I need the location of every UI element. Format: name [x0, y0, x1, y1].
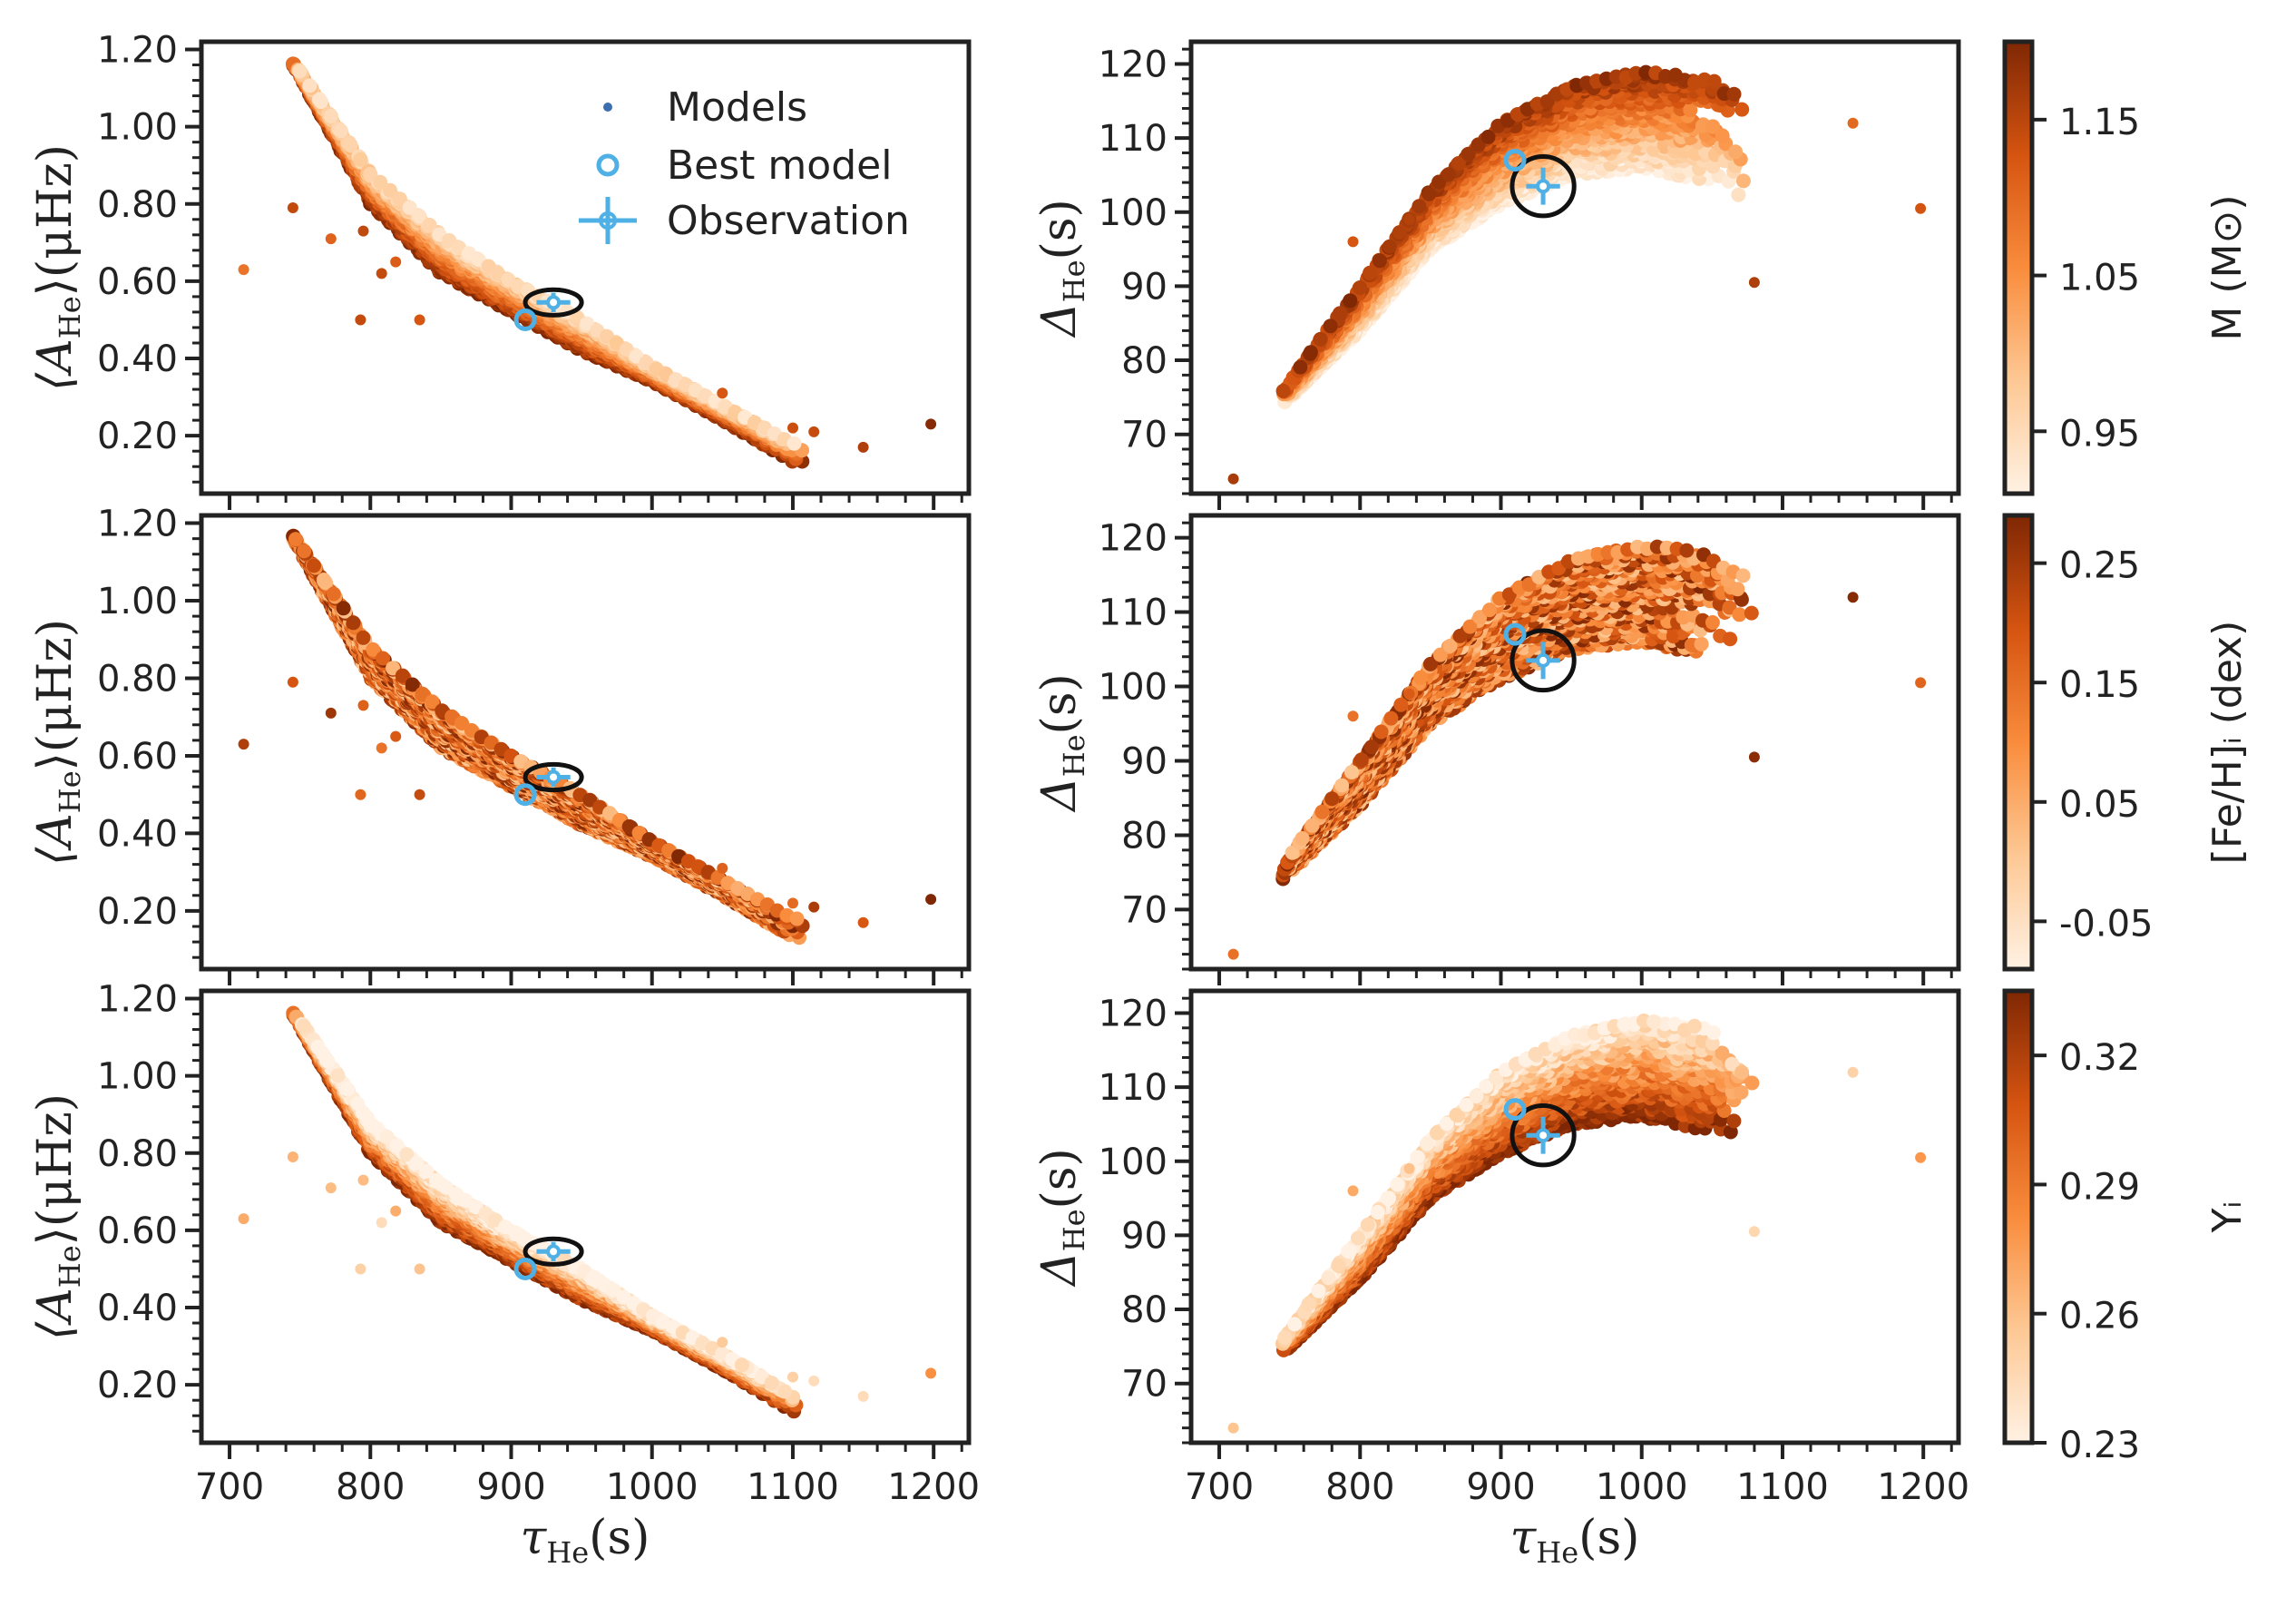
model-point [287, 202, 298, 213]
model-point [355, 314, 366, 326]
panel-middle-left: 0.200.400.600.801.001.20⟨AHe⟩(μHz) [28, 504, 972, 985]
model-point [1347, 236, 1359, 248]
y-tick-label: 80 [1121, 340, 1168, 382]
model-point [323, 108, 338, 123]
model-point [357, 225, 369, 237]
y-axis-ticks: 70 80 90 100 110 120 [1099, 44, 1191, 495]
y-tick-label: 0.20 [97, 416, 178, 457]
model-point [1726, 86, 1742, 102]
model-point [292, 64, 308, 79]
model-point [1728, 144, 1744, 160]
model-point [787, 422, 798, 434]
model-point [1715, 128, 1730, 143]
model-point [353, 152, 368, 167]
model-point [376, 268, 387, 279]
model-point [1323, 318, 1338, 334]
model-point [1227, 473, 1239, 485]
model-point [1372, 253, 1387, 269]
model-point [1343, 293, 1358, 309]
model-point [390, 256, 402, 268]
model-point [1333, 306, 1348, 321]
model-point [1847, 117, 1859, 129]
model-point [1422, 186, 1437, 201]
model-point [1353, 280, 1368, 295]
model-point [313, 94, 328, 110]
model-point [302, 78, 318, 93]
model-point [808, 426, 820, 437]
model-point [717, 387, 728, 399]
model-point [1734, 102, 1750, 117]
model-point [1363, 265, 1378, 280]
panels: 0.20 0.40 0.60 0.80 1.00 1.20 ⟨AHe⟩(μHz) 70 80 90… [28, 30, 1969, 1570]
y-tick-label: 0.60 [97, 261, 178, 303]
model-point [333, 123, 348, 139]
panel-top-right: 70 80 90 100 110 120 ΔHe(s) [1032, 39, 1961, 510]
y-axis-label: ⟨AHe⟩(μHz) [28, 144, 87, 391]
model-point [414, 314, 425, 326]
model-point [925, 418, 937, 430]
y-tick-label: 1.20 [97, 30, 178, 72]
y-tick-label: 100 [1099, 192, 1168, 234]
y-axis-ticks: 0.20 0.40 0.60 0.80 1.00 1.20 [97, 30, 201, 484]
model-point [1735, 173, 1751, 189]
model-point [1667, 67, 1683, 83]
model-point [857, 441, 869, 453]
x-axis-ticks [1217, 494, 1953, 510]
model-point [1313, 331, 1328, 347]
model-point [1441, 167, 1456, 182]
x-axis-ticks [228, 494, 963, 510]
model-point [1275, 383, 1291, 398]
model-points [1227, 64, 1927, 485]
model-points [238, 528, 937, 945]
model-point [1392, 225, 1407, 240]
model-point [1412, 199, 1427, 214]
model-point [1382, 239, 1397, 254]
y-tick-label: 110 [1099, 118, 1168, 160]
model-point [1303, 345, 1318, 360]
model-point [325, 233, 337, 245]
model-point [1403, 213, 1415, 225]
model-point [787, 436, 802, 451]
model-point [1731, 187, 1746, 202]
y-tick-label: 1.00 [97, 107, 178, 149]
model-point [1706, 73, 1722, 89]
model-point [1748, 277, 1760, 289]
y-tick-label: 120 [1099, 44, 1168, 85]
y-tick-label: 90 [1121, 266, 1168, 308]
panel-top-left: 0.20 0.40 0.60 0.80 1.00 1.20 ⟨AHe⟩(μHz) [28, 30, 972, 510]
model-point [1915, 202, 1927, 214]
y-axis-label: ΔHe(s) [1032, 199, 1091, 338]
model-point [343, 137, 358, 152]
model-point [1293, 359, 1308, 375]
y-tick-label: 0.80 [97, 184, 178, 226]
y-tick-label: 70 [1121, 415, 1168, 456]
y-tick-label: 0.40 [97, 338, 178, 380]
model-point [238, 264, 249, 276]
model-points [238, 56, 937, 469]
model-point [1480, 129, 1496, 144]
